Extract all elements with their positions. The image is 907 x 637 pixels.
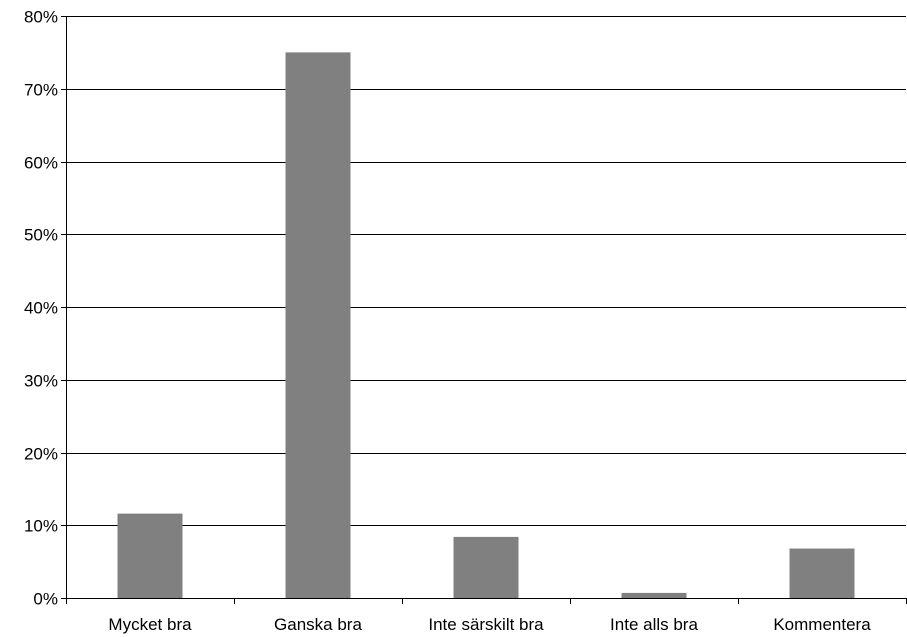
bar [117, 513, 183, 598]
gridlines [66, 16, 906, 526]
x-tick-label: Kommentera [773, 615, 871, 634]
bars [117, 52, 855, 598]
bar [285, 52, 351, 598]
y-tick-label: 0% [33, 590, 58, 609]
x-tick-label: Mycket bra [108, 615, 192, 634]
x-tick-label: Inte särskilt bra [428, 615, 544, 634]
y-tick-label: 30% [24, 372, 58, 391]
y-tick-label: 10% [24, 517, 58, 536]
x-tick-labels: Mycket bra Ganska bra Inte särskilt bra Int… [66, 598, 907, 634]
y-tick-label: 60% [24, 154, 58, 173]
bar [789, 548, 855, 598]
y-tick-labels: 0% 10% 20% 30% 40% 50% 60% 70% 80% [24, 8, 66, 609]
y-tick-label: 20% [24, 445, 58, 464]
axes [66, 16, 906, 599]
bar [621, 592, 687, 598]
x-tick-label: Ganska bra [274, 615, 362, 634]
bar [453, 536, 519, 598]
y-tick-label: 50% [24, 226, 58, 245]
y-tick-label: 40% [24, 299, 58, 318]
y-tick-label: 80% [24, 8, 58, 27]
y-tick-label: 70% [24, 81, 58, 100]
x-tick-label: Inte alls bra [610, 615, 698, 634]
